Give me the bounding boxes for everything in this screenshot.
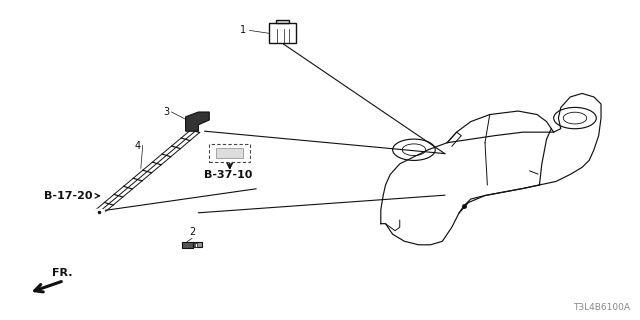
Text: FR.: FR.: [52, 268, 72, 278]
FancyBboxPatch shape: [216, 148, 243, 158]
FancyBboxPatch shape: [209, 144, 250, 162]
Text: 2: 2: [189, 227, 195, 237]
FancyBboxPatch shape: [194, 243, 196, 247]
Circle shape: [93, 209, 105, 215]
Text: T3L4B6100A: T3L4B6100A: [573, 303, 630, 312]
Text: B-17-20: B-17-20: [44, 191, 92, 201]
FancyBboxPatch shape: [269, 23, 296, 43]
Polygon shape: [186, 112, 209, 131]
FancyBboxPatch shape: [275, 20, 289, 23]
Text: 3: 3: [163, 107, 170, 117]
Text: B-37-10: B-37-10: [204, 170, 252, 180]
Text: 1: 1: [240, 25, 246, 36]
FancyBboxPatch shape: [182, 242, 193, 248]
FancyBboxPatch shape: [195, 243, 197, 247]
Text: 4: 4: [134, 140, 141, 151]
FancyBboxPatch shape: [193, 242, 202, 247]
